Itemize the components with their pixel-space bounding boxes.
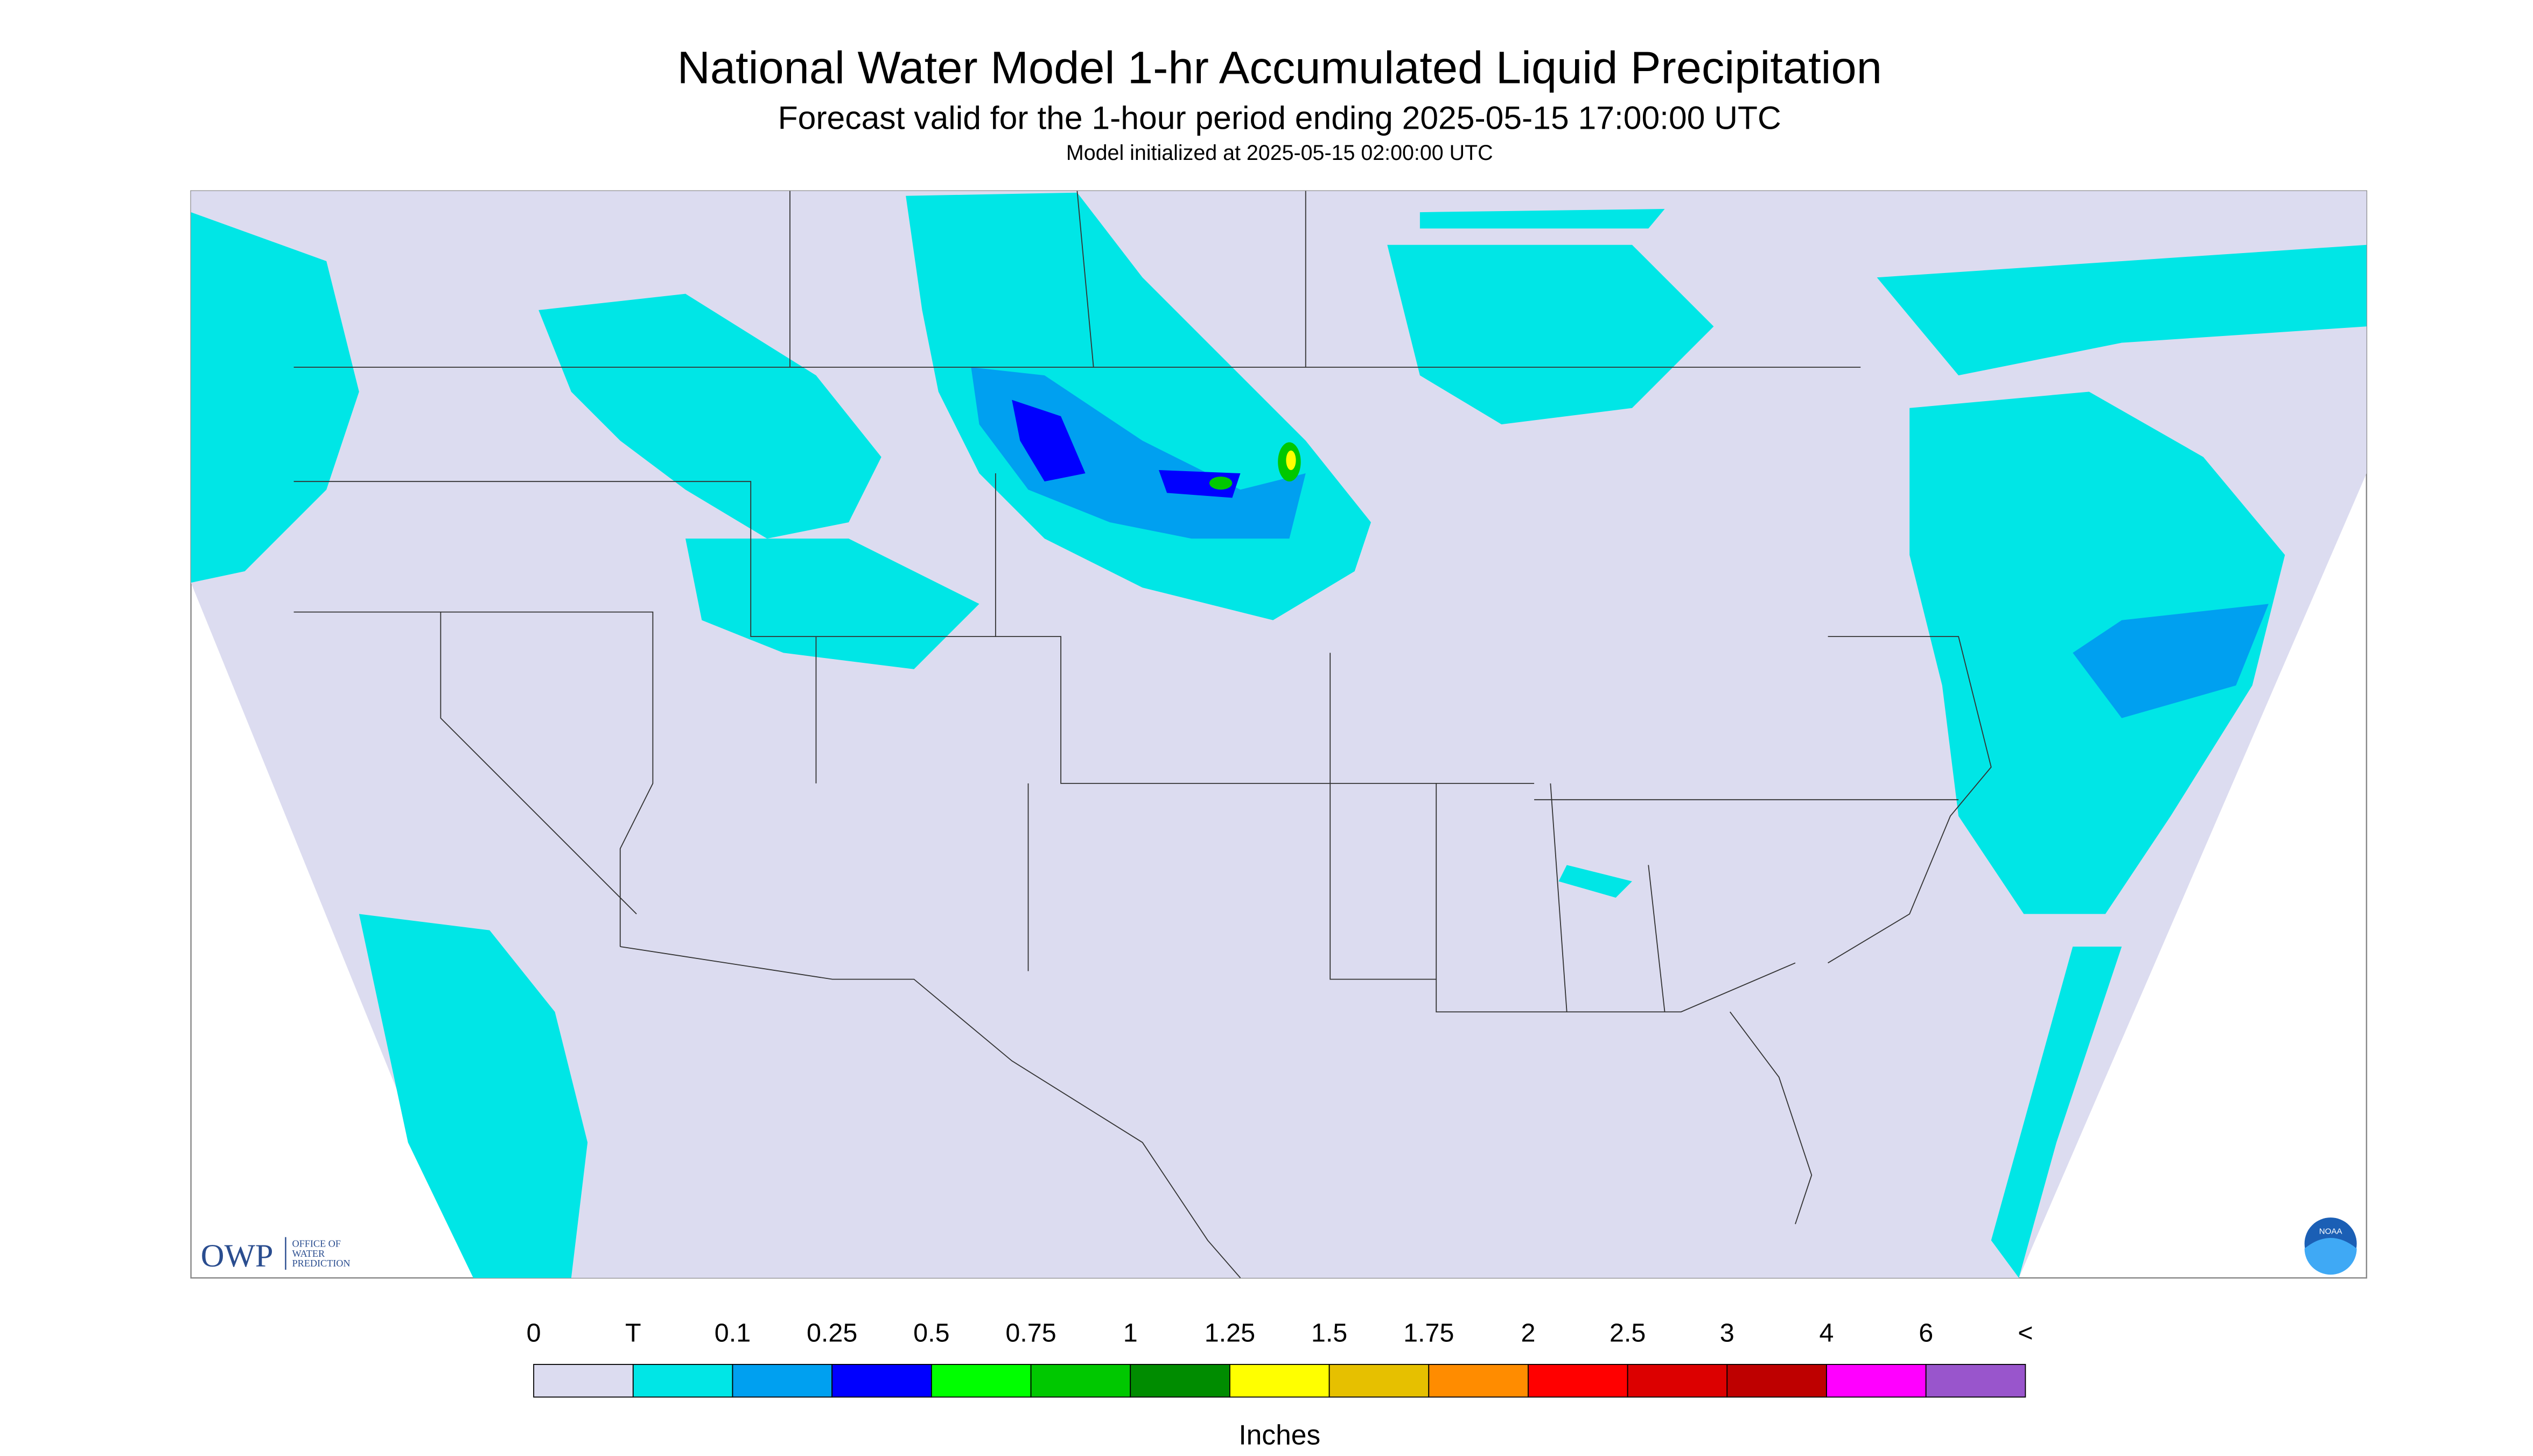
legend-label: 3 xyxy=(1720,1318,1734,1347)
legend-swatch xyxy=(1627,1364,1728,1398)
legend-label: 1.25 xyxy=(1205,1318,1255,1347)
legend-swatch xyxy=(1925,1364,2026,1398)
legend-label: 4 xyxy=(1820,1318,1834,1347)
legend-label: T xyxy=(625,1318,641,1347)
init-time: Model initialized at 2025-05-15 02:00:00… xyxy=(1066,141,1493,165)
legend-unit: Inches xyxy=(1238,1419,1320,1450)
legend-label: 1.5 xyxy=(1311,1318,1347,1347)
legend-label: 0 xyxy=(527,1318,541,1347)
legend-label: 2.5 xyxy=(1610,1318,1646,1347)
boundaries xyxy=(293,191,1992,1278)
noaa-text: NOAA xyxy=(2319,1227,2343,1236)
map xyxy=(190,190,2368,1279)
legend-label: < xyxy=(2018,1318,2033,1347)
legend-swatch xyxy=(1030,1364,1131,1398)
owp-full: OFFICE OF xyxy=(292,1238,341,1249)
title: National Water Model 1-hr Accumulated Li… xyxy=(677,42,1882,93)
owp-text: OWP xyxy=(201,1238,274,1274)
legend: 0 T 0.1 0.25 0.5 0.75 1 1.25 1.5 1.75 2 2.5 3 4 6 < xyxy=(527,1318,2033,1398)
legend-swatch xyxy=(632,1364,733,1398)
legend-label: 0.5 xyxy=(913,1318,949,1347)
legend-swatch xyxy=(930,1364,1032,1398)
legend-label: 2 xyxy=(1521,1318,1535,1347)
legend-swatch xyxy=(1229,1364,1330,1398)
legend-swatch xyxy=(732,1364,833,1398)
legend-swatch xyxy=(1328,1364,1430,1398)
legend-label: 1.75 xyxy=(1403,1318,1454,1347)
subtitle: Forecast valid for the 1-hour period end… xyxy=(778,99,1781,136)
legend-swatch xyxy=(1130,1364,1230,1398)
legend-label: 6 xyxy=(1919,1318,1933,1347)
legend-swatch xyxy=(1826,1364,1927,1398)
owp-logo: OWP OFFICE OF WATER PREDICTION xyxy=(201,1237,351,1274)
legend-swatch xyxy=(1726,1364,1827,1398)
legend-swatch xyxy=(1528,1364,1628,1398)
legend-label: 0.75 xyxy=(1005,1318,1056,1347)
legend-label: 0.1 xyxy=(715,1318,751,1347)
legend-swatch xyxy=(533,1364,634,1398)
legend-swatch xyxy=(1428,1364,1529,1398)
legend-swatch xyxy=(831,1364,932,1398)
legend-label: 1 xyxy=(1123,1318,1138,1347)
legend-label: 0.25 xyxy=(807,1318,857,1347)
owp-full: WATER xyxy=(292,1248,325,1259)
owp-full: PREDICTION xyxy=(292,1258,351,1269)
noaa-logo: NOAA xyxy=(2304,1217,2357,1275)
